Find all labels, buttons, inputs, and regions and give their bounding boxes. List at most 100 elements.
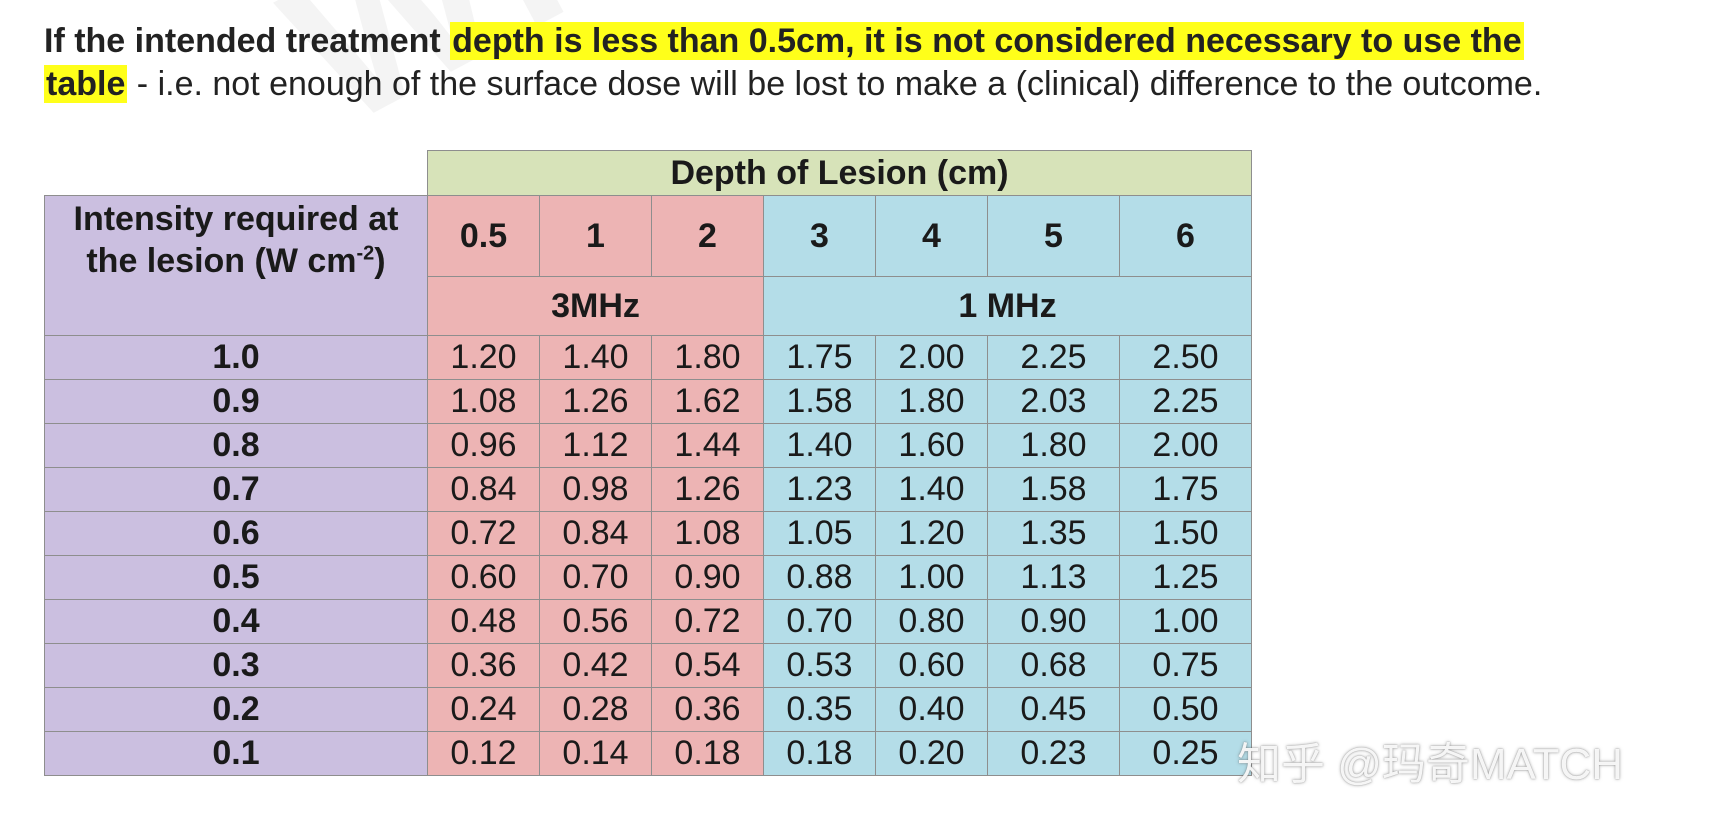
value-cell: 0.80 — [875, 599, 988, 644]
value-cell: 1.62 — [651, 379, 764, 424]
value-cell: 0.54 — [651, 643, 764, 688]
intensity-depth-table: Depth of Lesion (cm) Intensity required … — [44, 150, 1252, 776]
value-cell: 2.50 — [1119, 335, 1252, 380]
value-cell: 1.00 — [1119, 599, 1252, 644]
value-cell: 1.25 — [1119, 555, 1252, 600]
value-cell: 0.25 — [1119, 731, 1252, 776]
value-cell: 1.40 — [763, 423, 876, 468]
intro-highlight-2: table — [44, 65, 128, 103]
value-cell: 0.84 — [427, 467, 540, 512]
value-cell: 1.20 — [427, 335, 540, 380]
value-cell: 2.25 — [987, 335, 1120, 380]
depth-header-4: 4 — [875, 195, 988, 277]
depth-of-lesion-header: Depth of Lesion (cm) — [427, 150, 1252, 196]
value-cell: 0.96 — [427, 423, 540, 468]
value-cell: 1.80 — [651, 335, 764, 380]
table-row: 1.0 1.20 1.40 1.80 1.75 2.00 2.25 2.50 — [44, 335, 1252, 380]
intensity-cell: 0.9 — [44, 379, 428, 424]
value-cell: 0.98 — [539, 467, 652, 512]
value-cell: 1.75 — [763, 335, 876, 380]
value-cell: 0.90 — [651, 555, 764, 600]
value-cell: 1.08 — [651, 511, 764, 556]
frequency-3mhz: 3MHz — [427, 276, 764, 336]
table-row: 0.9 1.08 1.26 1.62 1.58 1.80 2.03 2.25 — [44, 379, 1252, 424]
value-cell: 1.35 — [987, 511, 1120, 556]
table-row: 0.6 0.72 0.84 1.08 1.05 1.20 1.35 1.50 — [44, 511, 1252, 556]
header-row-depth: Depth of Lesion (cm) — [45, 150, 1252, 196]
value-cell: 0.23 — [987, 731, 1120, 776]
frequency-1mhz: 1 MHz — [763, 276, 1252, 336]
table-row: 0.7 0.84 0.98 1.26 1.23 1.40 1.58 1.75 — [44, 467, 1252, 512]
zhihu-watermark: 知乎 @玛奇MATCH — [1237, 740, 1624, 789]
table-row: 0.2 0.24 0.28 0.36 0.35 0.40 0.45 0.50 — [44, 687, 1252, 732]
value-cell: 2.00 — [875, 335, 988, 380]
value-cell: 0.72 — [651, 599, 764, 644]
value-cell: 0.42 — [539, 643, 652, 688]
value-cell: 0.50 — [1119, 687, 1252, 732]
value-cell: 1.80 — [875, 379, 988, 424]
value-cell: 1.58 — [763, 379, 876, 424]
value-cell: 0.14 — [539, 731, 652, 776]
table-row: 0.1 0.12 0.14 0.18 0.18 0.20 0.23 0.25 — [44, 731, 1252, 776]
value-cell: 1.40 — [539, 335, 652, 380]
value-cell: 0.56 — [539, 599, 652, 644]
value-cell: 1.44 — [651, 423, 764, 468]
value-cell: 1.58 — [987, 467, 1120, 512]
value-cell: 0.70 — [539, 555, 652, 600]
intro-rest: - i.e. not enough of the surface dose wi… — [127, 65, 1543, 103]
value-cell: 1.23 — [763, 467, 876, 512]
value-cell: 0.40 — [875, 687, 988, 732]
value-cell: 1.75 — [1119, 467, 1252, 512]
table-row: 0.3 0.36 0.42 0.54 0.53 0.60 0.68 0.75 — [44, 643, 1252, 688]
value-cell: 0.75 — [1119, 643, 1252, 688]
value-cell: 0.84 — [539, 511, 652, 556]
row-label-sup: -2 — [356, 242, 375, 265]
value-cell: 0.60 — [427, 555, 540, 600]
value-cell: 0.20 — [875, 731, 988, 776]
value-cell: 0.18 — [763, 731, 876, 776]
header-row-depths: Intensity required at the lesion (W cm-2… — [44, 195, 1252, 336]
value-cell: 1.50 — [1119, 511, 1252, 556]
value-cell: 0.18 — [651, 731, 764, 776]
value-cell: 0.72 — [427, 511, 540, 556]
header-row-frequency: 3MHz 1 MHz — [45, 276, 1252, 336]
value-cell: 2.03 — [987, 379, 1120, 424]
intro-bold-lead: If the intended treatment — [44, 22, 451, 60]
value-cell: 0.70 — [763, 599, 876, 644]
table-row: 0.5 0.60 0.70 0.90 0.88 1.00 1.13 1.25 — [44, 555, 1252, 600]
value-cell: 0.88 — [763, 555, 876, 600]
value-cell: 0.90 — [987, 599, 1120, 644]
value-cell: 0.24 — [427, 687, 540, 732]
depth-header-2: 2 — [651, 195, 764, 277]
intensity-cell: 0.1 — [44, 731, 428, 776]
value-cell: 1.12 — [539, 423, 652, 468]
value-cell: 0.68 — [987, 643, 1120, 688]
intensity-cell: 0.7 — [44, 467, 428, 512]
value-cell: 0.35 — [763, 687, 876, 732]
value-cell: 0.45 — [987, 687, 1120, 732]
value-cell: 0.12 — [427, 731, 540, 776]
table-corner — [45, 151, 428, 196]
intensity-cell: 0.4 — [44, 599, 428, 644]
row-label-end: ) — [374, 242, 386, 280]
value-cell: 1.05 — [763, 511, 876, 556]
value-cell: 1.80 — [987, 423, 1120, 468]
depth-header-0: 0.5 — [427, 195, 540, 277]
value-cell: 0.28 — [539, 687, 652, 732]
depth-header-1: 1 — [539, 195, 652, 277]
value-cell: 0.60 — [875, 643, 988, 688]
value-cell: 1.00 — [875, 555, 988, 600]
value-cell: 1.26 — [539, 379, 652, 424]
row-label-line1: Intensity required at — [73, 200, 399, 238]
value-cell: 0.48 — [427, 599, 540, 644]
value-cell: 1.13 — [987, 555, 1120, 600]
depth-header-6: 6 — [1119, 195, 1252, 277]
row-label-header: Intensity required at the lesion (W cm-2… — [44, 195, 428, 336]
value-cell: 1.40 — [875, 467, 988, 512]
value-cell: 1.08 — [427, 379, 540, 424]
intensity-cell: 0.6 — [44, 511, 428, 556]
value-cell: 1.60 — [875, 423, 988, 468]
intensity-cell: 0.2 — [44, 687, 428, 732]
value-cell: 0.36 — [427, 643, 540, 688]
row-label-line2: the lesion (W cm — [86, 242, 357, 280]
